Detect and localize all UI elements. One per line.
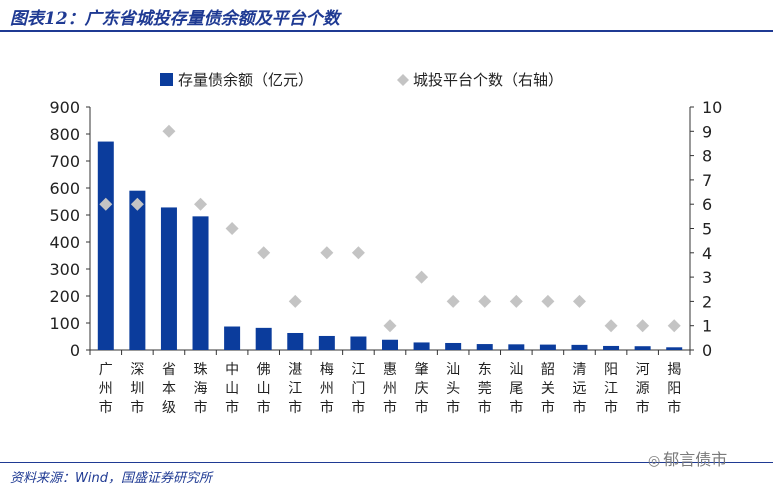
legend-label-marker: 城投平台个数（右轴）	[413, 71, 563, 89]
bar	[445, 342, 462, 350]
marker-point	[446, 294, 460, 308]
x-tick-label: 珠海市	[194, 362, 208, 416]
bar	[539, 344, 556, 350]
x-tick-label: 肇庆市	[415, 362, 429, 416]
bar	[508, 344, 525, 350]
footer-rule	[0, 462, 773, 463]
marker-point	[604, 319, 618, 333]
y-tick-label: 700	[49, 152, 80, 171]
marker-point	[257, 246, 271, 260]
marker-point	[383, 319, 397, 333]
legend-label-bar: 存量债余额（亿元）	[178, 71, 313, 89]
y-tick-label: 600	[49, 179, 80, 198]
y-tick-label: 900	[49, 98, 80, 117]
x-tick-label: 汕头市	[446, 362, 460, 416]
x-tick-label: 深圳市	[130, 362, 144, 416]
x-tick-label: 揭阳市	[667, 362, 681, 416]
bar	[97, 141, 114, 350]
y-tick-label: 0	[70, 341, 80, 360]
x-tick-label: 湛江市	[288, 362, 302, 416]
y2-tick-label: 9	[702, 122, 712, 141]
y-tick-label: 200	[49, 287, 80, 306]
watermark-text: 郁言债市	[663, 450, 728, 469]
marker-point	[288, 294, 302, 308]
x-tick-label: 梅州市	[320, 362, 334, 416]
y-tick-label: 500	[49, 206, 80, 225]
bar	[476, 344, 493, 350]
bar	[571, 344, 588, 350]
marker-point	[351, 246, 365, 260]
bar	[129, 190, 146, 350]
y2-tick-label: 5	[702, 220, 712, 239]
marker-point	[636, 319, 650, 333]
title-rule	[0, 30, 773, 32]
y2-tick-label: 3	[702, 268, 712, 287]
y2-tick-label: 6	[702, 195, 712, 214]
y-tick-label: 300	[49, 260, 80, 279]
source-note: 资料来源：Wind，国盛证券研究所	[10, 471, 212, 486]
marker-point	[99, 197, 113, 211]
marker-point	[572, 294, 586, 308]
y2-tick-label: 1	[702, 317, 712, 336]
x-tick-label: 汕尾市	[509, 362, 523, 416]
y-tick-label: 800	[49, 125, 80, 144]
bar	[192, 216, 209, 350]
bar	[160, 207, 177, 350]
x-tick-label: 清远市	[572, 362, 586, 416]
marker-point	[320, 246, 334, 260]
x-tick-label: 中山市	[225, 362, 239, 416]
x-tick-label: 佛山市	[257, 362, 271, 416]
marker-point	[509, 294, 523, 308]
x-tick-label: 东莞市	[478, 362, 492, 416]
y2-tick-label: 4	[702, 244, 712, 263]
marker-point	[130, 197, 144, 211]
legend-swatch-marker	[397, 74, 409, 86]
wechat-icon: ◎	[648, 453, 661, 469]
bar	[318, 335, 335, 350]
marker-point	[225, 222, 239, 235]
bar	[350, 336, 367, 350]
x-tick-label: 韶关市	[541, 362, 555, 416]
x-tick-label: 省本级	[162, 362, 176, 416]
x-tick-label: 惠州市	[383, 362, 397, 416]
y-tick-label: 100	[49, 314, 80, 333]
bar	[603, 345, 620, 350]
bar	[634, 346, 651, 350]
x-tick-label: 江门市	[351, 362, 365, 416]
chart-title: 图表12：广东省城投存量债余额及平台个数	[10, 9, 340, 29]
bar	[255, 327, 272, 350]
bar	[666, 347, 683, 350]
legend-swatch-bar	[160, 73, 173, 86]
marker-point	[415, 270, 429, 284]
marker-point	[541, 294, 555, 308]
marker-point	[162, 124, 176, 138]
y2-tick-label: 10	[702, 98, 722, 117]
y-tick-label: 400	[49, 233, 80, 252]
y2-tick-label: 0	[702, 341, 712, 360]
y2-tick-label: 7	[702, 171, 712, 190]
y2-tick-label: 2	[702, 292, 712, 311]
bar	[224, 326, 241, 350]
marker-point	[194, 197, 208, 211]
bar	[382, 339, 398, 350]
marker-point	[478, 294, 492, 308]
bar	[287, 332, 304, 350]
bar	[413, 342, 430, 350]
x-tick-label: 河源市	[636, 362, 650, 416]
x-tick-label: 阳江市	[604, 362, 618, 416]
x-tick-label: 广州市	[99, 362, 113, 416]
marker-point	[667, 319, 681, 333]
watermark: ◎ 郁言债市	[648, 446, 727, 470]
y2-tick-label: 8	[702, 147, 712, 166]
